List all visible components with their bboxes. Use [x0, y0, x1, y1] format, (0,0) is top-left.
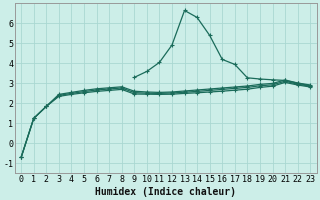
X-axis label: Humidex (Indice chaleur): Humidex (Indice chaleur)	[95, 186, 236, 197]
